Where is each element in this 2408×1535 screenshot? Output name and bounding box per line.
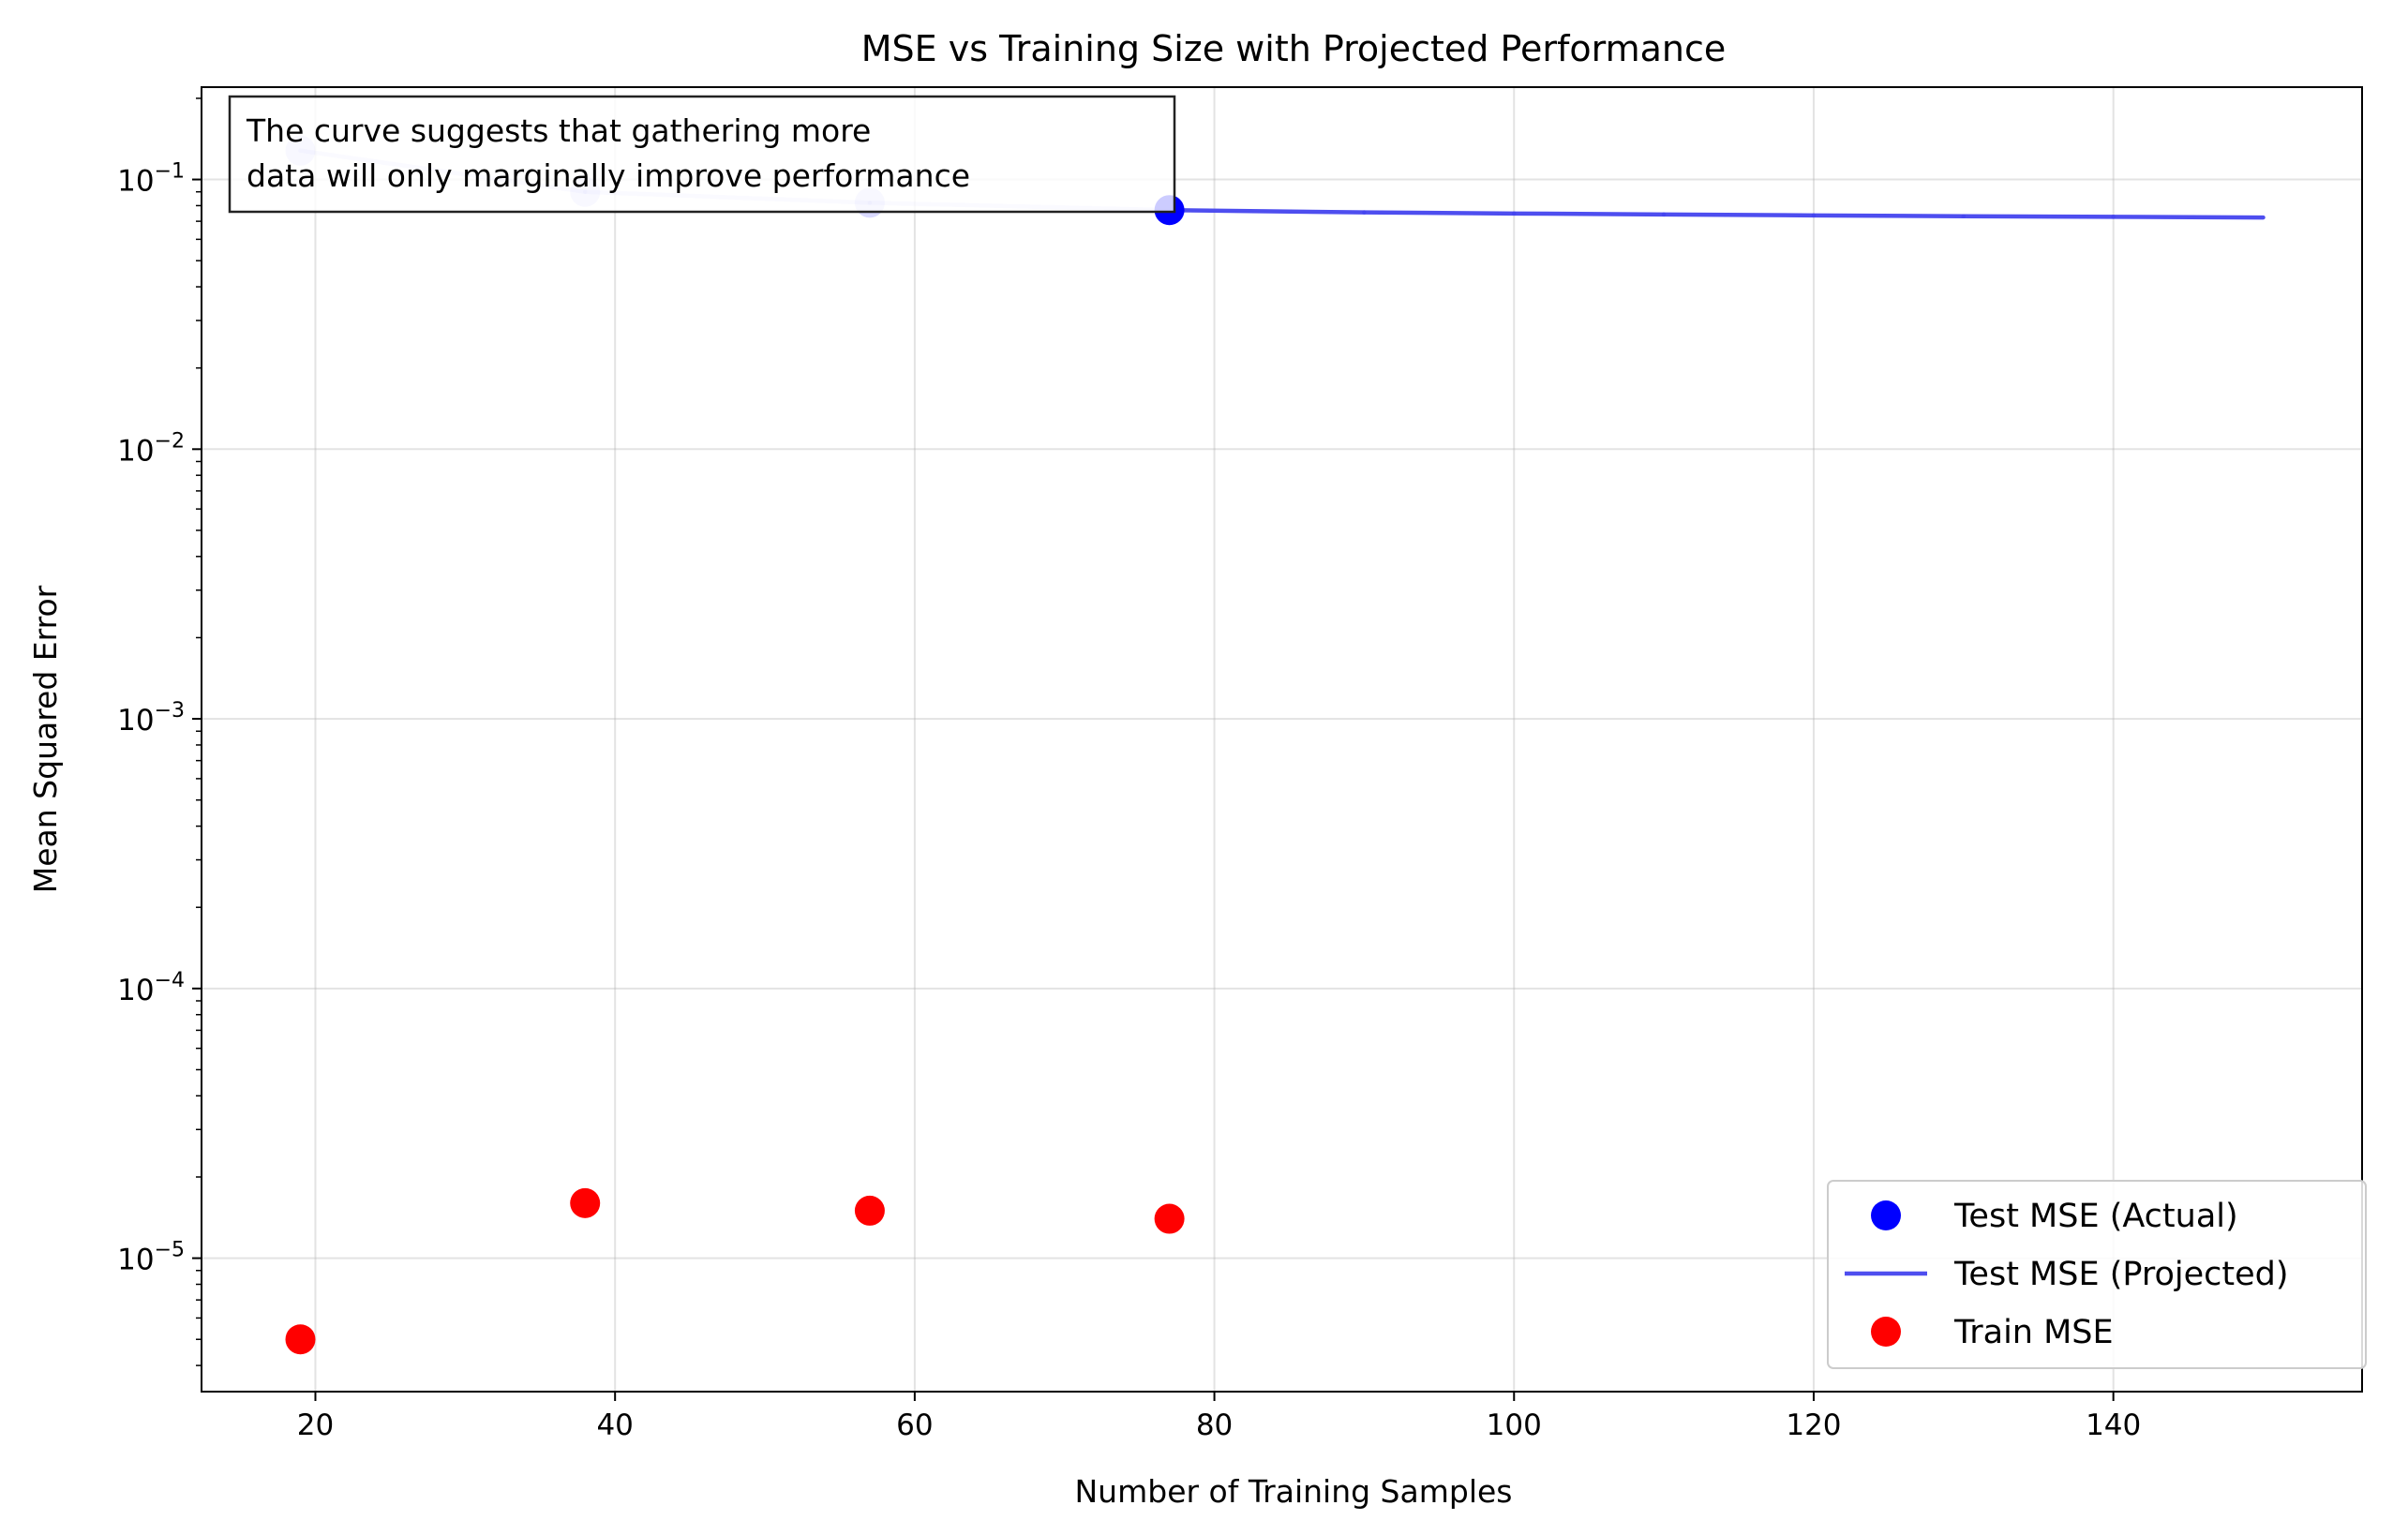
legend-test-mse-actual-swatch — [1871, 1200, 1901, 1230]
projected-line-segment — [1961, 214, 2116, 219]
legend-train-mse-swatch — [1871, 1317, 1901, 1347]
y-tick-label: 10−3 — [117, 699, 185, 738]
train-mse-point — [854, 1195, 885, 1226]
y-tick-label: 10−2 — [117, 429, 185, 468]
annotation-box: The curve suggests that gathering more d… — [228, 95, 1176, 214]
train-mse-point — [1154, 1203, 1185, 1234]
y-tick-label: 10−5 — [117, 1239, 185, 1277]
x-tick-label: 20 — [297, 1408, 334, 1442]
x-tick-label: 120 — [1786, 1408, 1841, 1442]
annotation-text-line: The curve suggests that gathering more — [246, 112, 871, 149]
chart-title: MSE vs Training Size with Projected Perf… — [861, 28, 1727, 69]
projected-line-segment — [1167, 207, 1367, 215]
projected-line-segment — [1362, 210, 1517, 216]
x-tick-label: 60 — [896, 1408, 933, 1442]
y-axis-label: Mean Squared Error — [27, 585, 64, 893]
x-tick-label: 40 — [596, 1408, 633, 1442]
projected-line-segment — [1661, 212, 1817, 218]
legend-test-mse-projected-label: Test MSE (Projected) — [1953, 1256, 2289, 1293]
annotation-text-line: data will only marginally improve perfor… — [247, 157, 970, 194]
y-tick-label: 10−1 — [117, 160, 185, 199]
x-tick-label: 140 — [2086, 1408, 2141, 1442]
legend-train-mse-label: Train MSE — [1953, 1314, 2114, 1351]
axis-ticks: 20 40 60 80 100 120 140 10−5 10−4 10−3 10−2 10−1 — [117, 97, 2141, 1442]
train-mse-point — [285, 1324, 316, 1355]
grid — [202, 87, 2362, 1392]
axes-frame — [201, 86, 2363, 1393]
projected-line-segment — [2111, 215, 2266, 220]
y-tick-label: 10−4 — [117, 969, 185, 1007]
legend: Test MSE (Actual) Test MSE (Projected) Tra… — [1827, 1180, 2367, 1369]
x-tick-label: 80 — [1196, 1408, 1233, 1442]
projected-line-segment — [1512, 211, 1667, 217]
x-tick-label: 100 — [1487, 1408, 1542, 1442]
train-mse-point — [570, 1187, 601, 1218]
legend-test-mse-actual-label: Test MSE (Actual) — [1953, 1198, 2238, 1235]
x-axis-label: Number of Training Samples — [1075, 1473, 1513, 1510]
